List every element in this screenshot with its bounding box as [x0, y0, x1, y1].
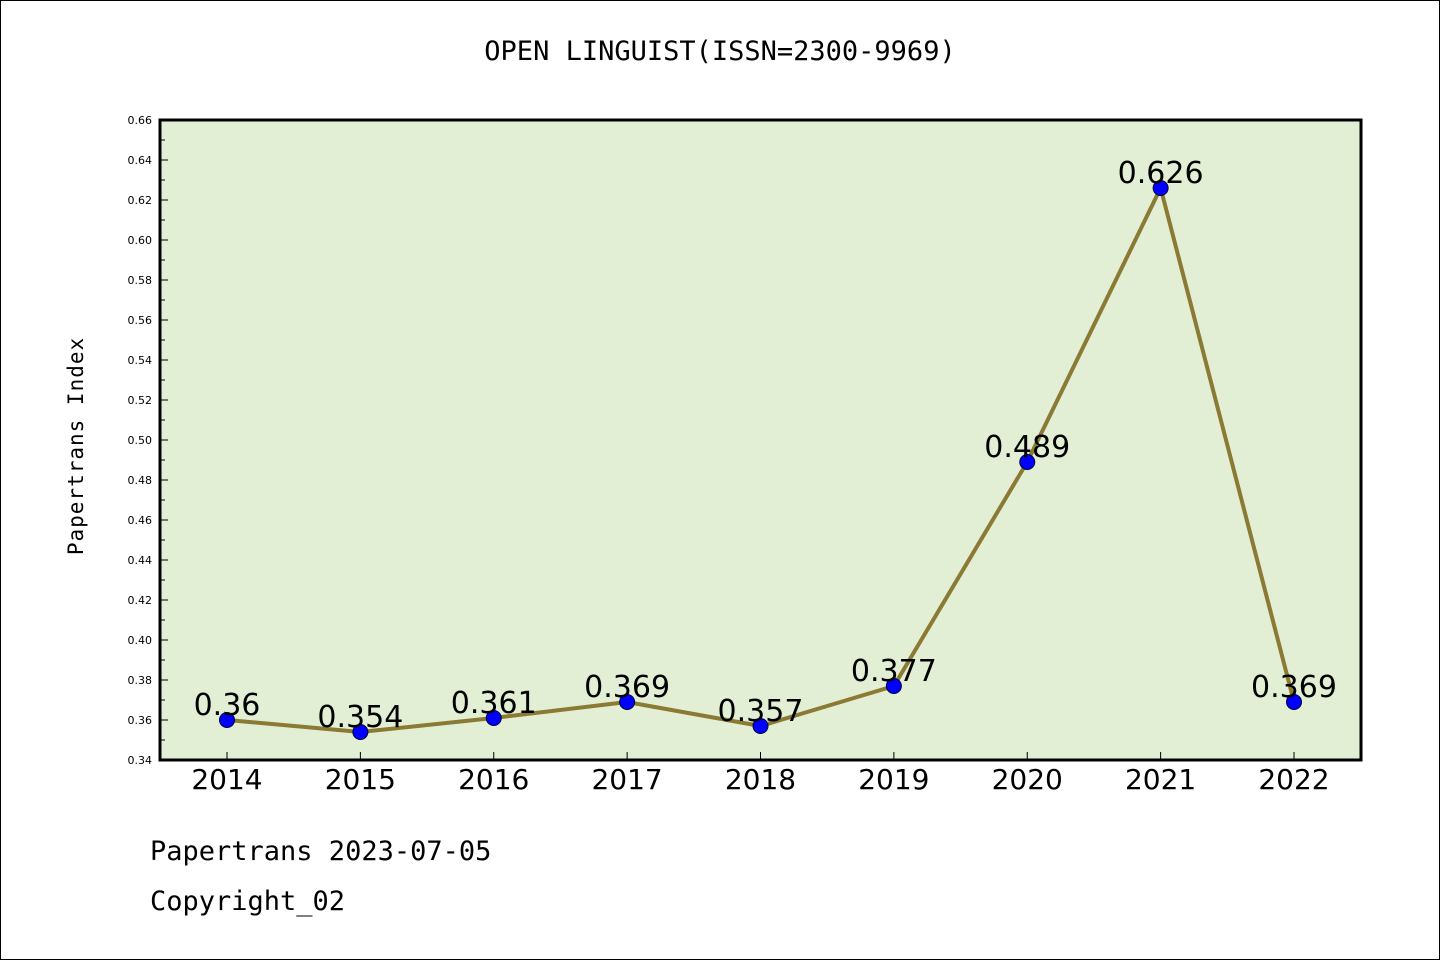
data-labels: 0.36 0.354 0.361 0.369 0.357 0.377 0.489 0.626 0… — [194, 156, 1337, 735]
y-tick-label: 0.60 — [128, 234, 153, 247]
y-tick-label: 0.36 — [128, 714, 153, 727]
x-axis: 2014 2015 2016 2017 2018 2019 2020 2021 2022 — [191, 752, 1330, 796]
x-tick-label: 2017 — [591, 763, 662, 796]
x-tick-label: 2022 — [1258, 763, 1329, 796]
x-tick-label: 2019 — [858, 763, 929, 796]
data-point — [219, 712, 235, 728]
footer-date: Papertrans 2023-07-05 — [150, 836, 492, 867]
x-tick-label: 2021 — [1125, 763, 1196, 796]
x-tick-label: 2016 — [458, 763, 529, 796]
y-tick-label: 0.34 — [128, 754, 153, 767]
y-tick-label: 0.38 — [128, 674, 153, 687]
x-tick-label: 2020 — [992, 763, 1063, 796]
data-point — [352, 724, 369, 740]
y-tick-label: 0.46 — [128, 514, 153, 527]
data-label: 0.489 — [984, 430, 1070, 465]
plot-border — [158, 118, 1363, 762]
data-point — [752, 718, 769, 734]
data-label: 0.626 — [1118, 156, 1204, 191]
data-markers — [219, 180, 1302, 740]
data-label: 0.377 — [851, 654, 937, 689]
data-point — [1019, 454, 1036, 470]
y-tick-label: 0.58 — [128, 274, 153, 287]
data-label: 0.369 — [584, 670, 670, 705]
data-label: 0.357 — [718, 694, 804, 729]
data-point — [1286, 694, 1302, 710]
y-tick-label: 0.42 — [128, 594, 153, 607]
y-tick-label: 0.64 — [128, 154, 153, 167]
y-tick-label: 0.50 — [128, 434, 153, 447]
x-tick-label: 2015 — [325, 763, 396, 796]
data-label: 0.354 — [317, 700, 403, 735]
data-point — [885, 678, 902, 694]
data-point — [1152, 180, 1169, 196]
x-tick-label: 2014 — [191, 763, 262, 796]
y-tick-label: 0.44 — [128, 554, 153, 567]
data-point — [485, 710, 502, 726]
x-tick-label: 2018 — [725, 763, 796, 796]
y-tick-label: 0.48 — [128, 474, 153, 487]
y-tick-label: 0.62 — [128, 194, 153, 207]
y-tick-label: 0.56 — [128, 314, 153, 327]
plot-area — [160, 120, 1361, 760]
y-tick-label: 0.66 — [128, 114, 153, 127]
footer-copyright: Copyright_02 — [150, 886, 346, 917]
y-tick-label: 0.54 — [128, 354, 153, 367]
y-tick-label: 0.52 — [128, 394, 153, 407]
data-label: 0.361 — [451, 686, 537, 721]
chart-title: OPEN LINGUIST(ISSN=2300-9969) — [484, 36, 956, 67]
data-label: 0.369 — [1251, 670, 1337, 705]
data-label: 0.36 — [194, 688, 261, 723]
y-tick-label: 0.40 — [128, 634, 153, 647]
data-point — [619, 694, 636, 710]
